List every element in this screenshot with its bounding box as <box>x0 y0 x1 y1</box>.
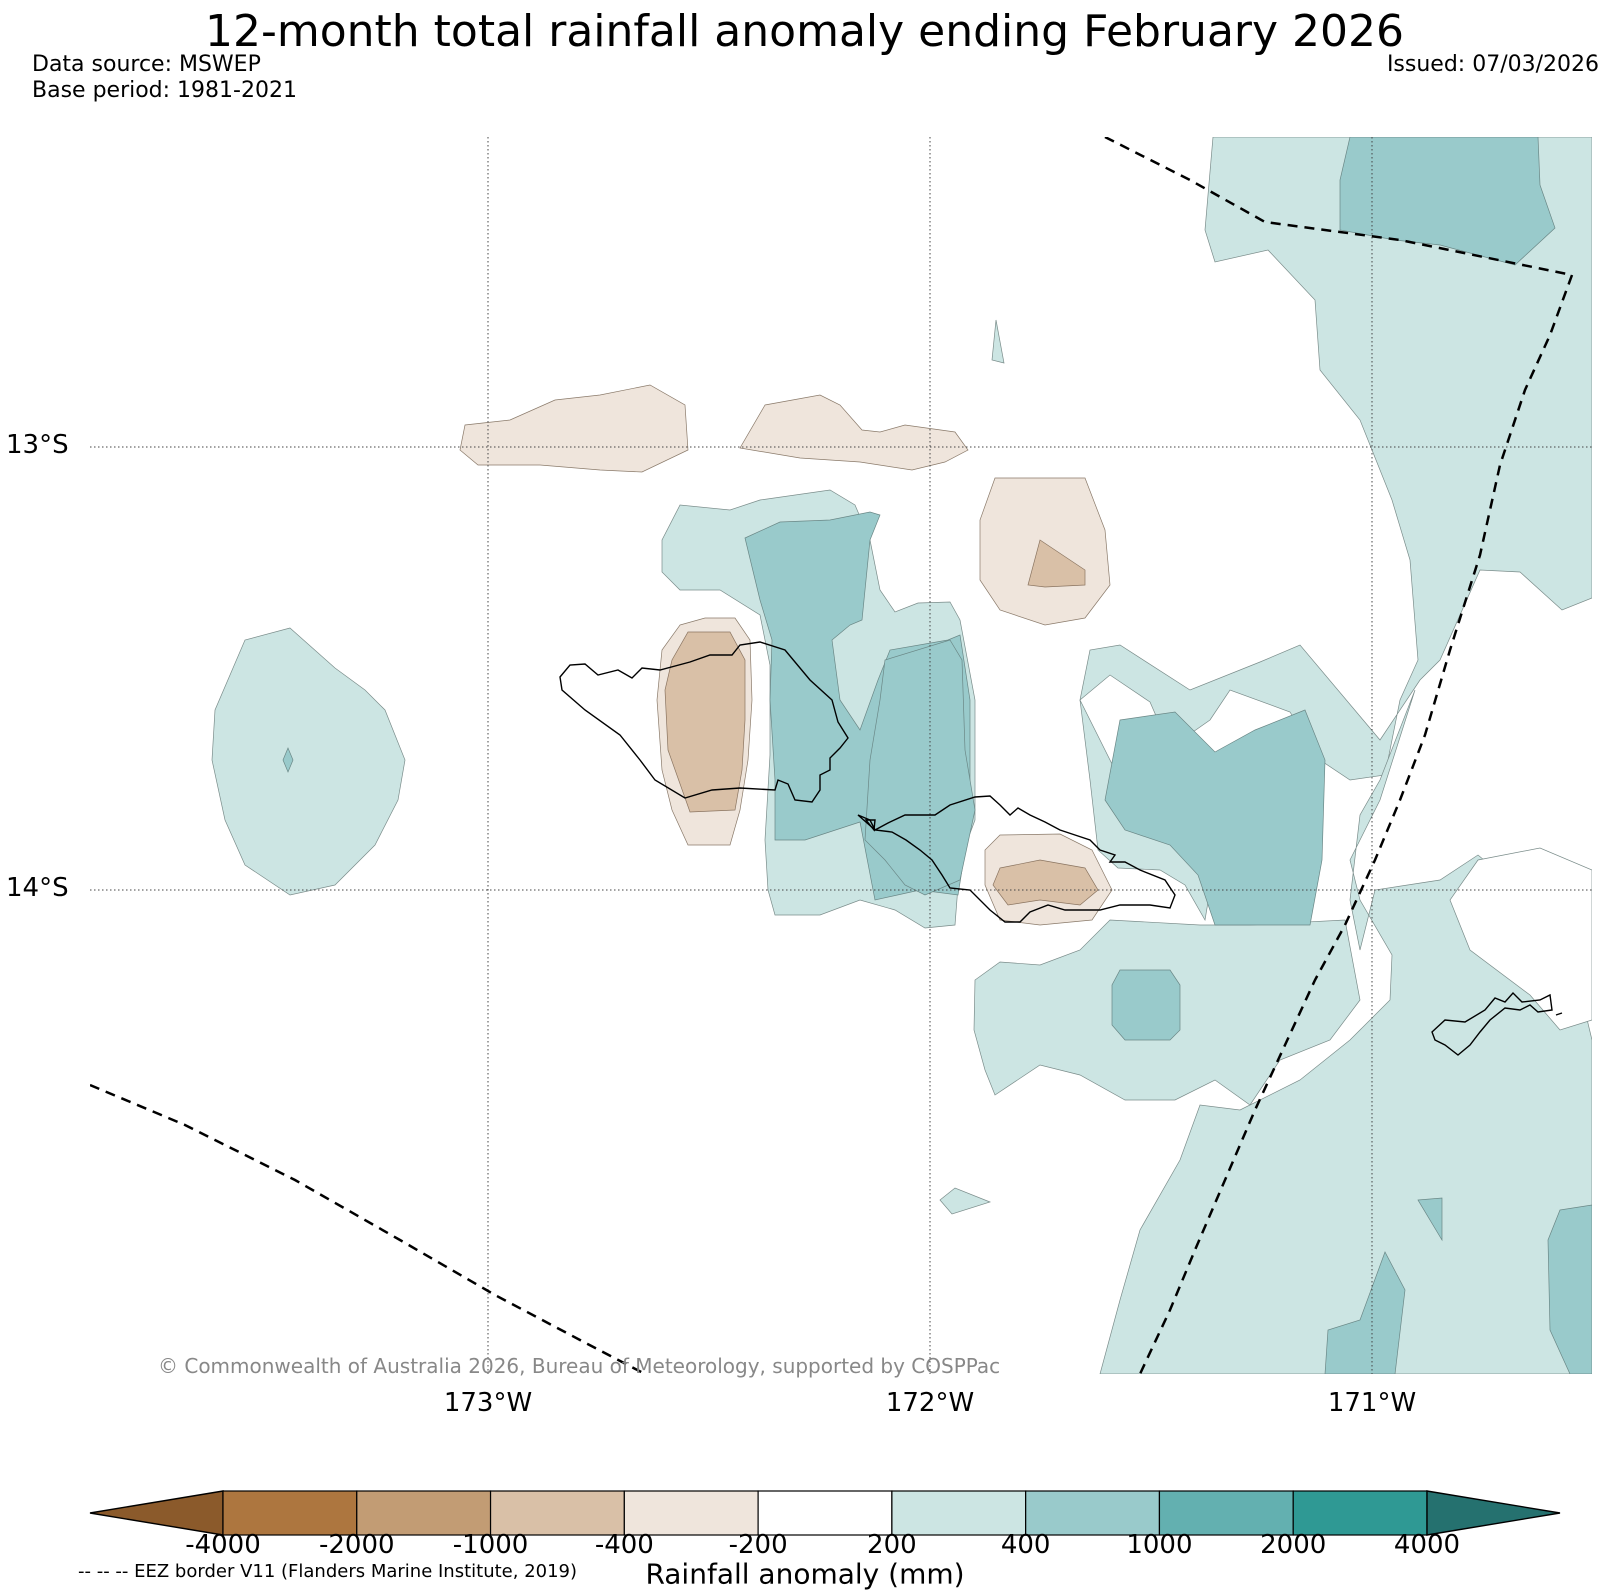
teal-region-west-oval <box>211 627 406 896</box>
teal-sliver-north <box>991 319 1005 364</box>
teal-region-southwest-isle <box>1449 847 1592 1031</box>
colorbar-cells <box>222 1490 1428 1536</box>
tan-mid-upolu <box>992 859 1099 906</box>
tan-region-north-2 <box>739 394 969 471</box>
issued-date-label: Issued: 07/03/2026 <box>1386 52 1599 77</box>
eez-borders <box>90 137 1574 1374</box>
apolima-coastline <box>864 819 876 832</box>
upolu-coastline <box>857 795 1176 923</box>
colorbar <box>89 1490 1561 1536</box>
teal-sliver-south <box>939 1187 992 1215</box>
anomaly-400-1000-regions <box>282 137 1592 1374</box>
colorbar-tick-label: -400 <box>594 1530 654 1560</box>
base-period-label: Base period: 1981-2021 <box>32 78 297 103</box>
tan-mid-savaii <box>664 631 746 813</box>
colorbar-cell <box>222 1490 358 1536</box>
anomaly-neg400-neg1000-regions <box>664 539 1099 906</box>
teal-region-east-lower <box>1099 689 1592 1374</box>
map-area <box>90 137 1592 1374</box>
colorbar-tick-label: 200 <box>867 1530 917 1560</box>
savaii-coastline <box>559 641 849 803</box>
teal-mid-south-blob <box>1111 969 1181 1041</box>
colorbar-tick-label: 400 <box>1000 1530 1051 1560</box>
teal-mid-southeast-1 <box>1324 1251 1406 1374</box>
colorbar-tick-label: -4000 <box>185 1530 261 1560</box>
aunuu-coastline <box>1555 1012 1563 1016</box>
coastlines <box>559 641 1563 1056</box>
teal-mid-west-dot <box>282 747 294 773</box>
eez-border-southwest <box>90 1083 646 1374</box>
colorbar-title: Rainfall anomaly (mm) <box>645 1557 965 1591</box>
teal-mid-center-east <box>864 639 976 896</box>
colorbar-tick-label: 1000 <box>1126 1530 1193 1560</box>
lon-label-172w: 172°W <box>885 1388 975 1418</box>
lon-label-173w: 173°W <box>443 1388 533 1418</box>
copyright-notice: © Commonwealth of Australia 2026, Bureau… <box>158 1354 1001 1378</box>
eez-border-north <box>1104 137 1573 277</box>
eez-border-legend: -- -- -- EEZ border V11 (Flanders Marine… <box>78 1561 578 1582</box>
data-source-label: Data source: MSWEP <box>32 52 261 77</box>
tutuila-coastline <box>1431 991 1553 1056</box>
colorbar-cell <box>1158 1490 1294 1536</box>
tan-mid-east <box>1027 539 1086 588</box>
lon-label-171w: 171°W <box>1327 1388 1417 1418</box>
teal-mid-southeast-3 <box>1547 1204 1592 1374</box>
colorbar-tick-label: -1000 <box>452 1530 529 1560</box>
teal-mid-upolu-east <box>1104 709 1326 926</box>
colorbar-tick-label: 4000 <box>1393 1530 1461 1560</box>
colorbar-extend-low <box>89 1490 224 1536</box>
lat-label-13s: 13°S <box>6 430 69 460</box>
lat-label-14s: 14°S <box>6 873 69 903</box>
colorbar-cell <box>1292 1490 1428 1536</box>
colorbar-tick-label: -2000 <box>318 1530 395 1560</box>
colorbar-cell <box>623 1490 759 1536</box>
colorbar-cell <box>356 1490 492 1536</box>
eez-border-east <box>1138 274 1574 1374</box>
colorbar-tick-label: 2000 <box>1260 1530 1327 1560</box>
colorbar-cell <box>757 1490 893 1536</box>
colorbar-cell <box>1025 1490 1161 1536</box>
tan-region-north-1 <box>459 384 689 473</box>
map-title: 12-month total rainfall anomaly ending F… <box>205 6 1404 57</box>
colorbar-cell <box>891 1490 1027 1536</box>
colorbar-extend-high <box>1426 1490 1561 1536</box>
teal-mid-southeast-2 <box>1417 1197 1443 1242</box>
colorbar-tick-label: -200 <box>728 1530 788 1560</box>
colorbar-cell <box>489 1490 625 1536</box>
